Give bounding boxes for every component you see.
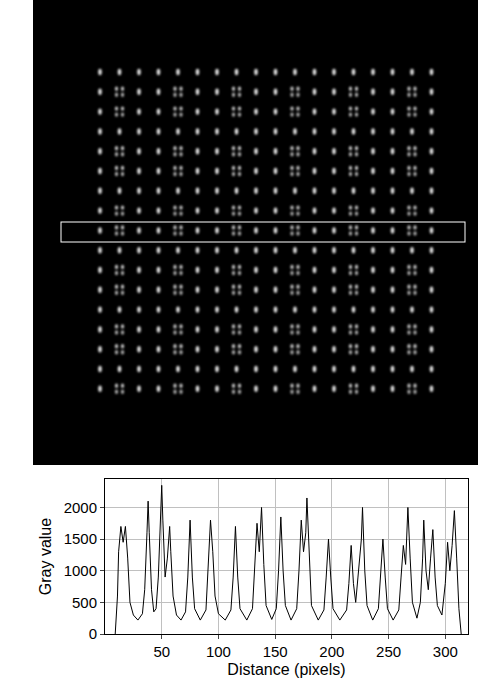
svg-text:1500: 1500 [64, 530, 97, 547]
svg-text:300: 300 [433, 643, 458, 660]
svg-text:0: 0 [89, 625, 97, 642]
svg-text:250: 250 [376, 643, 401, 660]
svg-text:200: 200 [319, 643, 344, 660]
svg-text:50: 50 [153, 643, 170, 660]
svg-text:150: 150 [263, 643, 288, 660]
svg-text:100: 100 [206, 643, 231, 660]
svg-text:Distance (pixels): Distance (pixels) [227, 661, 345, 678]
svg-text:2000: 2000 [64, 499, 97, 516]
svg-text:1000: 1000 [64, 562, 97, 579]
svg-text:Gray value: Gray value [37, 518, 54, 595]
svg-text:500: 500 [72, 594, 97, 611]
